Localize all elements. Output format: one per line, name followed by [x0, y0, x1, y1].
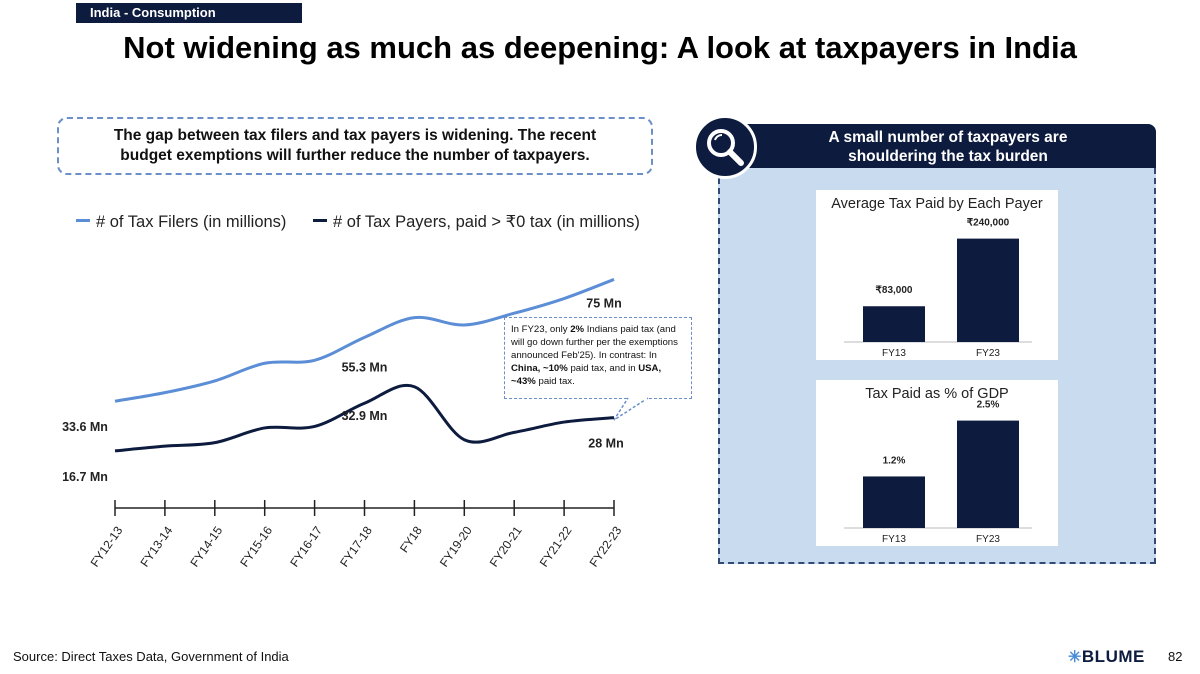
- bar-category-label: FY13: [882, 348, 906, 359]
- bar-value-label: 2.5%: [977, 400, 1000, 411]
- gdp-card: Tax Paid as % of GDP 1.2% FY13 2.5% FY23: [816, 380, 1058, 546]
- data-label: 55.3 Mn: [342, 360, 388, 374]
- section-tag: India - Consumption: [76, 3, 302, 23]
- x-tick-label: FY13-14: [137, 523, 175, 569]
- avg-tax-title: Average Tax Paid by Each Payer: [831, 196, 1043, 212]
- note-text-1: In FY23, only: [511, 324, 571, 335]
- note-bold-3: USA, ~43%: [511, 363, 662, 387]
- comparison-note: In FY23, only 2% Indians paid tax (and w…: [504, 317, 692, 399]
- x-tick-label: FY17-18: [337, 523, 375, 569]
- bar-value-label: ₹83,000: [876, 285, 913, 296]
- legend-swatch-filers: [76, 219, 90, 223]
- logo-text: BLUME: [1081, 647, 1145, 666]
- bar-value-label: ₹240,000: [967, 218, 1010, 229]
- data-label: 33.6 Mn: [62, 420, 108, 434]
- callout-line-1: The gap between tax filers and tax payer…: [113, 127, 597, 144]
- x-tick-label: FY18: [397, 523, 425, 555]
- x-tick-label: FY19-20: [437, 523, 475, 569]
- line-chart: FY12-13 FY13-14 FY14-15 FY15-16 FY16-17 FY17-…: [62, 278, 625, 569]
- callout-line-2: budget exemptions will further reduce th…: [120, 147, 590, 164]
- gdp-title: Tax Paid as % of GDP: [865, 386, 1009, 402]
- avg-tax-bar-chart: ₹83,000 FY13 ₹240,000 FY23: [844, 218, 1032, 359]
- bar: [863, 306, 925, 342]
- note-bold-2: China, ~10%: [511, 363, 568, 374]
- x-tick-label: FY15-16: [237, 523, 275, 569]
- insight-callout: The gap between tax filers and tax payer…: [57, 117, 653, 175]
- blume-logo: ✳BLUME: [1068, 647, 1145, 667]
- x-tick-label: FY16-17: [287, 523, 325, 569]
- bar-category-label: FY23: [976, 534, 1000, 545]
- legend-item-payers: # of Tax Payers, paid > ₹0 tax (in milli…: [313, 212, 640, 232]
- panel-header: A small number of taxpayers are shoulder…: [718, 124, 1156, 168]
- x-tick-label: FY21-22: [537, 523, 575, 569]
- bar: [957, 420, 1019, 528]
- x-tick-label: FY14-15: [187, 523, 225, 569]
- avg-tax-card: Average Tax Paid by Each Payer ₹83,000 FY…: [816, 190, 1058, 360]
- legend-label-filers: # of Tax Filers (in millions): [96, 213, 287, 231]
- page-number: 82: [1168, 649, 1183, 664]
- bar-category-label: FY13: [882, 534, 906, 545]
- note-text-4: paid tax.: [535, 376, 575, 387]
- taxpayer-panel: Average Tax Paid by Each Payer ₹83,000 FY…: [718, 168, 1156, 564]
- note-text-3: paid tax, and in: [567, 363, 639, 374]
- magnifier-icon: [693, 115, 757, 179]
- gdp-bar-chart: 1.2% FY13 2.5% FY23: [844, 400, 1032, 545]
- logo-mark-icon: ✳: [1068, 649, 1082, 666]
- data-label: 28 Mn: [588, 437, 623, 451]
- x-tick-label: FY12-13: [88, 523, 126, 569]
- x-tick-label: FY22-23: [587, 523, 625, 569]
- chart-legend: # of Tax Filers (in millions) # of Tax P…: [76, 212, 662, 232]
- bar-value-label: 1.2%: [883, 455, 906, 466]
- page-title: Not widening as much as deepening: A loo…: [123, 30, 1077, 65]
- panel-title-line-1: A small number of taxpayers are: [828, 129, 1068, 146]
- bar: [957, 238, 1019, 342]
- note-bold-1: 2%: [570, 324, 585, 335]
- x-tick-label: FY20-21: [487, 523, 525, 569]
- legend-swatch-payers: [313, 219, 328, 223]
- magnifier-glyph: [707, 129, 744, 166]
- bar-category-label: FY23: [976, 348, 1000, 359]
- bar: [863, 476, 925, 528]
- legend-label-payers: # of Tax Payers, paid > ₹0 tax (in milli…: [333, 213, 640, 231]
- note-text-2: Indians paid tax (and will go down furth…: [511, 324, 678, 361]
- panel-title-line-2: shouldering the tax burden: [848, 148, 1048, 165]
- data-label: 75 Mn: [586, 296, 621, 310]
- data-label: 16.7 Mn: [62, 470, 108, 484]
- data-label: 32.9 Mn: [342, 409, 388, 423]
- legend-item-filers: # of Tax Filers (in millions): [76, 213, 286, 232]
- source-note: Source: Direct Taxes Data, Government of…: [13, 649, 289, 664]
